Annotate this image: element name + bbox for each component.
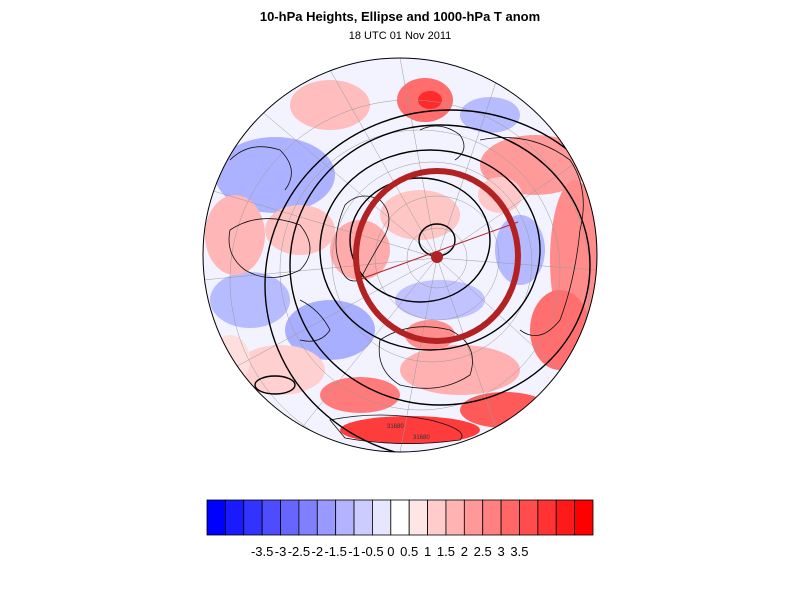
colorbar-box: [335, 499, 355, 536]
colorbar-box: [353, 499, 373, 536]
colorbar-tick-label: -1: [348, 544, 360, 559]
colorbar-box: [206, 499, 226, 536]
globe-outline: [202, 57, 598, 453]
plot-title: 10-hPa Heights, Ellipse and 1000-hPa T a…: [259, 9, 541, 24]
vortex-ellipse: [353, 168, 521, 344]
colorbar-tick-label: 3: [497, 544, 504, 559]
colorbar-tick-label: 1: [424, 544, 431, 559]
colorbar-box: [408, 499, 428, 536]
colorbar-tick-label: 3.5: [510, 544, 528, 559]
colorbar-box: [224, 499, 245, 536]
colorbar-box: [280, 499, 300, 536]
colorbar-box: [574, 499, 594, 536]
height-contours: [254, 109, 597, 452]
colorbar-box: [298, 499, 318, 536]
colorbar-box: [482, 499, 502, 536]
colorbar-box: [316, 499, 337, 536]
colorbar-box: [445, 499, 465, 536]
colorbar-box: [463, 499, 484, 536]
colorbar-tick-label: -3.5: [251, 544, 273, 559]
colorbar-tick-label: -2.5: [288, 544, 310, 559]
colorbar-box: [372, 499, 392, 536]
colorbar-tick-label: 0.5: [400, 544, 418, 559]
colorbar-box: [555, 499, 576, 536]
ellipse-center-marker: [431, 251, 443, 263]
colorbar-box: [243, 499, 263, 536]
contour-label-1: 31680: [387, 424, 404, 430]
graticule: [203, 58, 597, 452]
colorbar-box: [261, 499, 281, 536]
temperature-anomaly-field: [205, 78, 597, 444]
colorbar-tick-label: 1.5: [437, 544, 455, 559]
colorbar-tick-label: -1.5: [324, 544, 346, 559]
colorbar-tick-label: -3: [275, 544, 287, 559]
colorbar-box: [537, 499, 557, 536]
colorbar-box: [519, 499, 539, 536]
colorbar-box: [390, 499, 410, 536]
plot-subtitle: 18 UTC 01 Nov 2011: [348, 30, 452, 42]
colorbar-box: [427, 499, 447, 536]
colorbar-tick-label: -2: [312, 544, 324, 559]
colorbar-tick-label: 2: [461, 544, 468, 559]
colorbar-tick-label: 0: [387, 544, 394, 559]
contour-label-2: 31680: [413, 435, 430, 441]
colorbar-box: [500, 499, 520, 536]
colorbar-tick-label: 2.5: [474, 544, 492, 559]
ellipse-major-axis: [357, 221, 519, 281]
colorbar-tick-label: -0.5: [361, 544, 383, 559]
